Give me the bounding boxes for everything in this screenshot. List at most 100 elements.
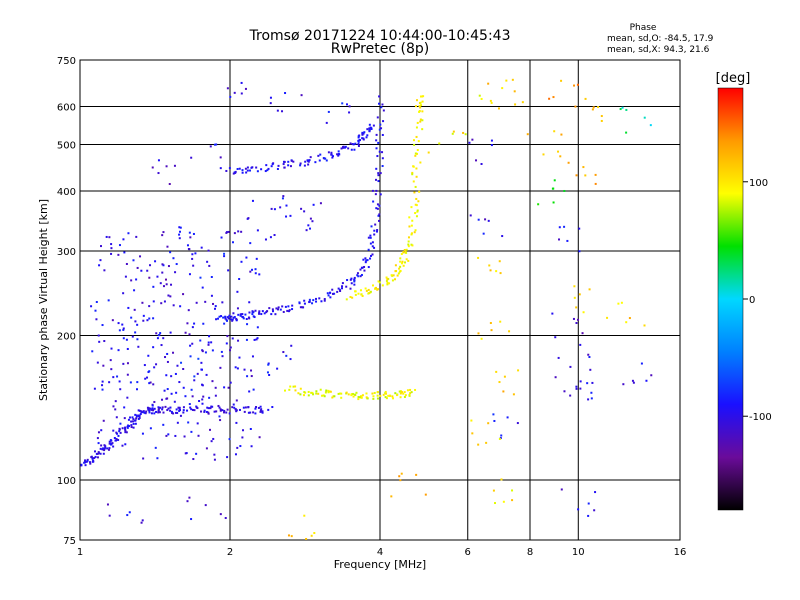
echo-point — [155, 363, 158, 366]
echo-point — [182, 409, 185, 412]
echo-point — [276, 167, 279, 170]
phase-colorbar: [deg] 100 0 -100 — [716, 71, 772, 511]
echo-point — [256, 326, 259, 329]
echo-point — [179, 414, 182, 417]
echo-point — [327, 110, 330, 113]
echo-point — [310, 534, 313, 537]
echo-point — [211, 380, 214, 383]
echo-point — [489, 99, 492, 102]
echo-point — [548, 97, 551, 100]
echo-point — [379, 193, 382, 196]
echo-point — [360, 266, 363, 269]
echo-point — [147, 408, 150, 411]
echo-point — [208, 264, 211, 267]
echo-point — [164, 278, 167, 281]
echo-point — [341, 285, 344, 288]
echo-point — [118, 244, 121, 247]
echo-point — [364, 287, 367, 290]
echo-point — [375, 207, 378, 210]
echo-point — [182, 386, 185, 389]
echo-point — [216, 317, 219, 320]
echo-point — [269, 236, 272, 239]
echo-point — [352, 143, 355, 146]
echo-point — [419, 161, 422, 164]
echo-point — [478, 94, 481, 97]
echo-point — [348, 105, 351, 108]
echo-point — [359, 289, 362, 292]
echo-point — [303, 394, 306, 397]
echo-point — [285, 204, 288, 207]
echo-point — [150, 412, 153, 415]
echo-point — [351, 296, 354, 299]
echo-point — [361, 294, 364, 297]
echo-point — [500, 434, 503, 437]
echo-point — [575, 306, 578, 309]
echo-point — [357, 135, 360, 138]
echo-point — [499, 320, 502, 323]
echo-point — [223, 386, 226, 389]
echo-point — [129, 381, 132, 384]
echo-point — [127, 418, 130, 421]
echo-point — [151, 166, 154, 169]
echo-point — [355, 391, 358, 394]
echo-point — [202, 322, 205, 325]
echo-point — [192, 232, 195, 235]
echo-point — [320, 300, 323, 303]
echo-point — [102, 364, 105, 367]
echo-point — [213, 458, 216, 461]
echo-point — [279, 308, 282, 311]
echo-point — [122, 362, 125, 365]
echo-point — [90, 305, 93, 308]
echo-point — [303, 210, 306, 213]
echo-point — [149, 264, 152, 267]
echo-point — [365, 396, 368, 399]
echo-point — [214, 386, 217, 389]
echo-point — [299, 164, 302, 167]
echo-point — [190, 430, 193, 433]
echo-point — [215, 410, 218, 413]
echo-point — [422, 95, 425, 98]
echo-point — [156, 457, 159, 460]
echo-point — [148, 317, 151, 320]
echo-point — [252, 388, 255, 391]
echo-point — [148, 411, 151, 414]
echo-point — [188, 496, 191, 499]
echo-point — [166, 245, 169, 248]
echo-point — [480, 162, 483, 165]
echo-point — [169, 331, 172, 334]
echo-point — [373, 233, 376, 236]
echo-point — [353, 148, 356, 151]
echo-point — [365, 136, 368, 139]
echo-point — [415, 197, 418, 200]
echo-point — [365, 259, 368, 262]
echo-point — [378, 219, 381, 222]
echo-point — [255, 257, 258, 260]
echo-point — [197, 357, 200, 360]
echo-point — [261, 410, 264, 413]
echo-point — [284, 305, 287, 308]
echo-point — [228, 314, 231, 317]
echo-point — [121, 323, 124, 326]
echo-point — [241, 313, 244, 316]
echo-point — [364, 261, 367, 264]
echo-point — [414, 105, 417, 108]
echo-point — [337, 287, 340, 290]
echo-point — [238, 356, 241, 359]
echo-point — [560, 133, 563, 136]
echo-point — [93, 387, 96, 390]
echo-point — [593, 509, 596, 512]
echo-point — [219, 409, 222, 412]
echo-point — [226, 408, 229, 411]
echo-point — [140, 269, 143, 272]
echo-point — [270, 165, 273, 168]
echo-point — [210, 440, 213, 443]
echo-point — [591, 381, 594, 384]
echo-point — [226, 316, 229, 319]
echo-point — [419, 106, 422, 109]
echo-point — [361, 133, 364, 136]
echo-point — [235, 410, 238, 413]
echo-point — [367, 248, 370, 251]
echo-point — [251, 313, 254, 316]
echo-point — [410, 233, 413, 236]
echo-point — [398, 270, 401, 273]
